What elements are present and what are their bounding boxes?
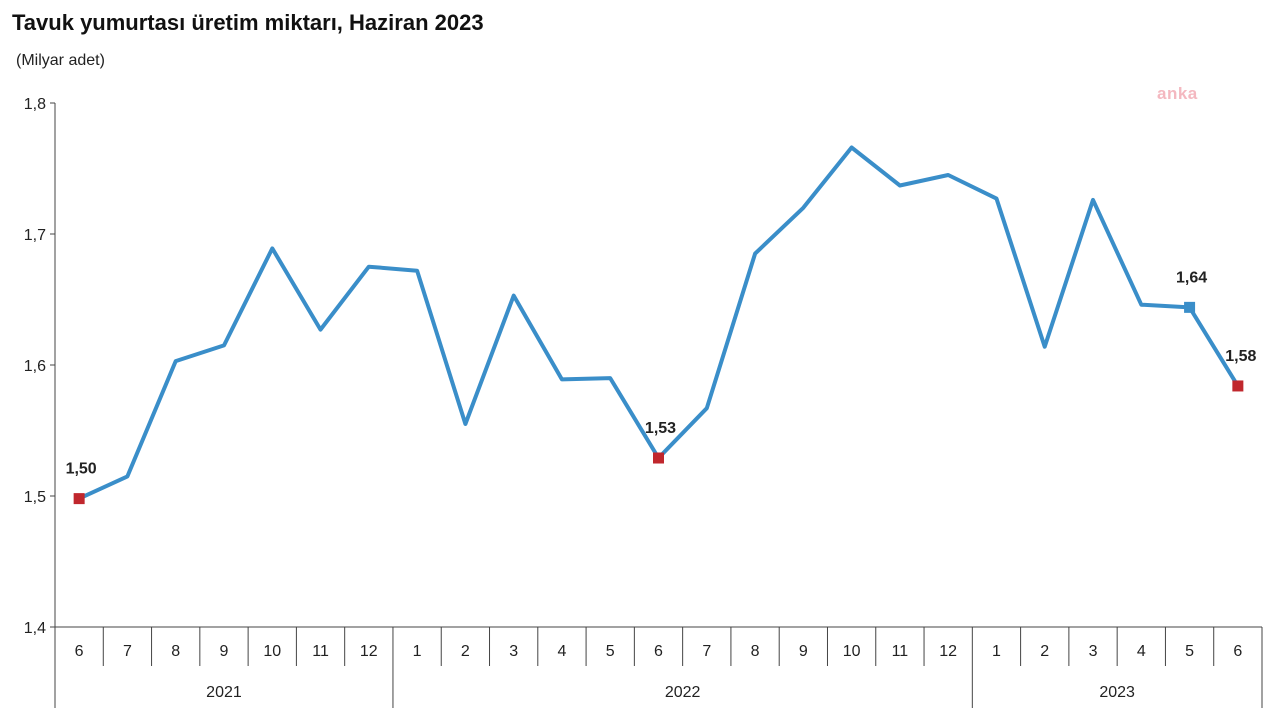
x-tick-label: 11 xyxy=(892,643,909,660)
year-label: 2023 xyxy=(1099,684,1135,701)
series-line xyxy=(77,145,1240,501)
data-label: 1,50 xyxy=(66,461,97,478)
x-tick-label: 12 xyxy=(360,643,378,660)
year-label: 2022 xyxy=(665,684,701,701)
x-tick-label: 11 xyxy=(312,643,329,660)
y-tick-label: 1,5 xyxy=(24,489,46,506)
y-axis-unit-label: (Milyar adet) xyxy=(16,52,105,69)
data-point-marker xyxy=(1232,380,1244,392)
y-tick-label: 1,8 xyxy=(24,96,46,113)
x-tick-label: 1 xyxy=(413,643,422,660)
data-point-marker xyxy=(1184,301,1196,313)
x-tick-label: 7 xyxy=(702,643,711,660)
x-tick-label: 3 xyxy=(509,643,518,660)
x-tick-label: 12 xyxy=(939,643,957,660)
x-tick-label: 7 xyxy=(123,643,132,660)
x-tick-label: 2 xyxy=(1040,643,1049,660)
x-tick-label: 10 xyxy=(263,643,281,660)
x-tick-label: 8 xyxy=(751,643,760,660)
x-tick-label: 3 xyxy=(1089,643,1098,660)
data-label: 1,64 xyxy=(1176,269,1207,286)
data-labels: 1,50 1,53 1,64 1,58 xyxy=(66,269,1257,505)
y-tick-label: 1,7 xyxy=(24,227,46,244)
x-tick-label: 8 xyxy=(171,643,180,660)
y-tick-label: 1,6 xyxy=(24,358,46,375)
year-label: 2021 xyxy=(206,684,242,701)
x-tick-label: 2 xyxy=(461,643,470,660)
x-tick-label: 9 xyxy=(220,643,229,660)
data-label: 1,58 xyxy=(1225,348,1256,365)
data-point-marker xyxy=(73,493,85,505)
x-tick-label: 6 xyxy=(75,643,84,660)
x-tick-label: 10 xyxy=(843,643,861,660)
x-tick-label: 9 xyxy=(799,643,808,660)
series-group xyxy=(77,145,1240,501)
x-tick-label: 6 xyxy=(654,643,663,660)
x-tick-label: 1 xyxy=(992,643,1001,660)
axes: 1,41,51,61,71,86 7 8 9 10 11 12 1 2 3 4 5 6 7 8 9 10 11 12… xyxy=(24,96,1263,708)
y-tick-label: 1,4 xyxy=(24,620,46,637)
data-point-marker xyxy=(653,452,664,464)
x-tick-label: 5 xyxy=(606,643,615,660)
chart-title: Tavuk yumurtası üretim miktarı, Haziran … xyxy=(12,10,484,35)
x-tick-label: 5 xyxy=(1185,643,1194,660)
data-label: 1,53 xyxy=(645,420,676,437)
x-tick-label: 4 xyxy=(557,643,566,660)
x-tick-label: 4 xyxy=(1137,643,1146,660)
x-tick-label: 6 xyxy=(1233,643,1242,660)
watermark-logo: anka xyxy=(1157,84,1198,103)
